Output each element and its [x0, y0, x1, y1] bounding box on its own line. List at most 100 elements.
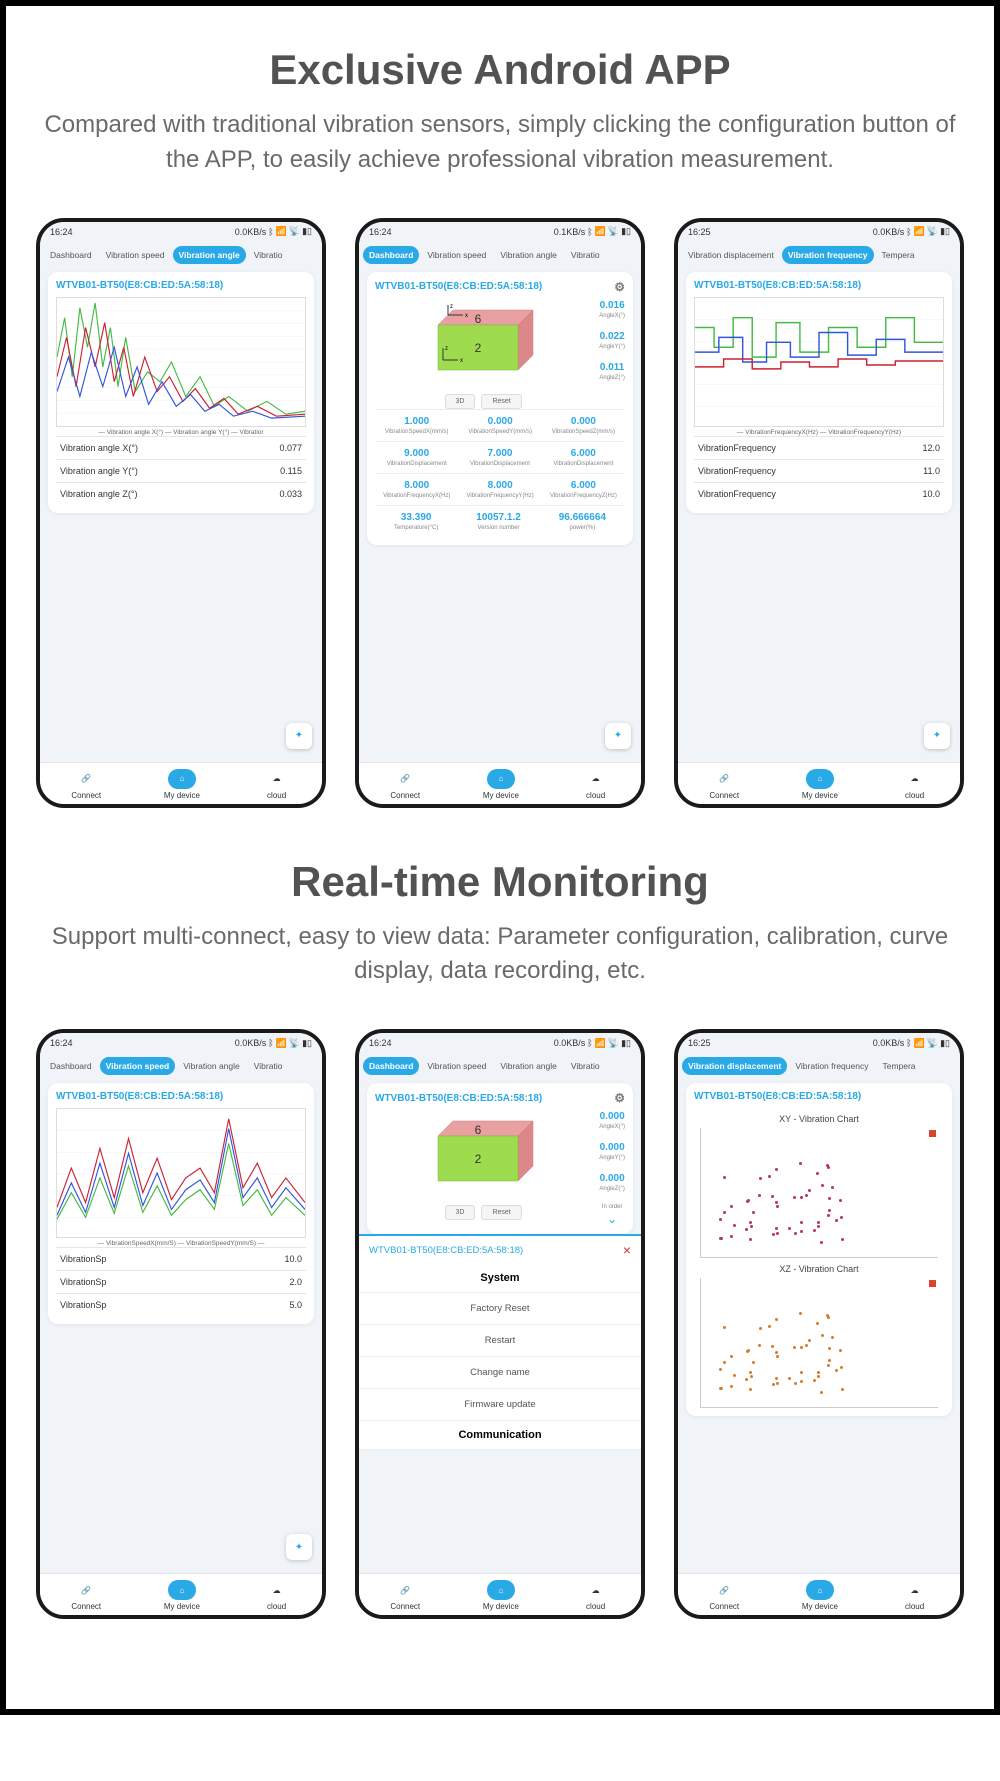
- status-net: 0.0KB/s: [554, 1038, 586, 1048]
- gear-icon[interactable]: ⚙: [614, 1091, 625, 1105]
- nav-device[interactable]: ⌂My device: [483, 1580, 519, 1611]
- cloud-icon: ☁: [901, 769, 929, 789]
- nav-cloud[interactable]: ☁cloud: [263, 769, 291, 800]
- tab-angle[interactable]: Vibration angle: [494, 1057, 563, 1075]
- nav-device[interactable]: ⌂My device: [164, 1580, 200, 1611]
- nav-connect[interactable]: 🔗Connect: [390, 1580, 420, 1611]
- scatter-title: XZ - Vibration Chart: [700, 1264, 938, 1274]
- bottom-nav: 🔗Connect ⌂My device ☁cloud: [40, 1573, 322, 1615]
- device-name: WTVB01-BT50(E8:CB:ED:5A:58:18): [56, 280, 306, 291]
- float-button[interactable]: ✦: [605, 723, 631, 749]
- gear-icon[interactable]: ⚙: [614, 280, 625, 294]
- nav-connect[interactable]: 🔗Connect: [709, 1580, 739, 1611]
- link-icon: 🔗: [710, 769, 738, 789]
- float-button[interactable]: ✦: [286, 1534, 312, 1560]
- tab-disp[interactable]: Vibration displacement: [682, 246, 780, 264]
- nav-connect[interactable]: 🔗Connect: [390, 769, 420, 800]
- status-bar: 16:24 0.0KB/sᛒ📶📡▮▯: [40, 1033, 322, 1053]
- tabs: Dashboard Vibration speed Vibration angl…: [40, 242, 322, 268]
- cloud-icon: ☁: [263, 1580, 291, 1600]
- float-button[interactable]: ✦: [286, 723, 312, 749]
- nav-cloud[interactable]: ☁cloud: [901, 1580, 929, 1611]
- status-bar: 16:25 0.0KB/sᛒ📶📡▮▯: [678, 1033, 960, 1053]
- nav-device[interactable]: ⌂My device: [802, 1580, 838, 1611]
- nav-cloud[interactable]: ☁cloud: [263, 1580, 291, 1611]
- nav-cloud[interactable]: ☁cloud: [901, 769, 929, 800]
- data-table: VibrationFrequency12.0 VibrationFrequenc…: [694, 436, 944, 505]
- phone-row-2: 16:24 0.0KB/sᛒ📶📡▮▯ Dashboard Vibration s…: [36, 1029, 964, 1619]
- status-bar: 16:24 0.0KB/sᛒ📶📡▮▯: [40, 222, 322, 242]
- chevron-down-icon[interactable]: ⌄: [607, 1212, 617, 1226]
- tab-dashboard[interactable]: Dashboard: [363, 1057, 419, 1075]
- status-net: 0.1KB/s: [554, 227, 586, 237]
- bt-icon: ᛒ: [268, 227, 273, 237]
- data-table: Vibration angle X(°)0.077 Vibration angl…: [56, 436, 306, 505]
- section2-subtitle: Support multi-connect, easy to view data…: [36, 920, 964, 990]
- chart-card: WTVB01-BT50(E8:CB:ED:5A:58:18) — Vibrati…: [48, 1083, 314, 1324]
- tab-extra[interactable]: Vibratio: [248, 246, 289, 264]
- home-icon: ⌂: [487, 1580, 515, 1600]
- device-name: WTVB01-BT50(E8:CB:ED:5A:58:18): [56, 1091, 306, 1102]
- signal-icon: 📶: [914, 226, 925, 237]
- link-icon: 🔗: [391, 769, 419, 789]
- tabs: Vibration displacement Vibration frequen…: [678, 1053, 960, 1079]
- tab-extra[interactable]: Vibratio: [565, 1057, 606, 1075]
- signal-icon: 📶: [276, 1038, 287, 1049]
- status-net: 0.0KB/s: [873, 1038, 905, 1048]
- nav-device[interactable]: ⌂My device: [483, 769, 519, 800]
- table-row: Vibration angle X(°)0.077: [56, 436, 306, 459]
- cloud-icon: ☁: [582, 1580, 610, 1600]
- close-icon[interactable]: ×: [623, 1242, 631, 1258]
- side-metrics: 0.016AngleX(°) 0.022AngleY(°) 0.011Angle…: [599, 300, 625, 409]
- tab-dashboard[interactable]: Dashboard: [363, 246, 419, 264]
- wifi-icon: 📡: [289, 1038, 300, 1049]
- btn-reset[interactable]: Reset: [481, 1205, 521, 1220]
- btn-3d[interactable]: 3D: [445, 1205, 476, 1220]
- box-controls: 3D Reset: [375, 1205, 591, 1220]
- btn-3d[interactable]: 3D: [445, 394, 476, 409]
- btn-reset[interactable]: Reset: [481, 394, 521, 409]
- tab-extra[interactable]: Vibratio: [248, 1057, 289, 1075]
- chart-card: WTVB01-BT50(E8:CB:ED:5A:58:18) — Vibrati…: [686, 272, 952, 513]
- tab-dashboard[interactable]: Dashboard: [44, 246, 98, 264]
- menu-item[interactable]: Change name: [359, 1357, 641, 1389]
- tab-speed[interactable]: Vibration speed: [100, 1057, 176, 1075]
- nav-device[interactable]: ⌂My device: [802, 769, 838, 800]
- tabs: Dashboard Vibration speed Vibration angl…: [359, 242, 641, 268]
- nav-connect[interactable]: 🔗Connect: [71, 1580, 101, 1611]
- nav-device[interactable]: ⌂My device: [164, 769, 200, 800]
- home-icon: ⌂: [806, 1580, 834, 1600]
- table-row: VibrationSp5.0: [56, 1293, 306, 1316]
- tab-extra[interactable]: Vibratio: [565, 246, 606, 264]
- tab-speed[interactable]: Vibration speed: [421, 1057, 492, 1075]
- chart-legend: — Vibration angle X(°) — Vibration angle…: [56, 429, 306, 436]
- tab-dashboard[interactable]: Dashboard: [44, 1057, 98, 1075]
- menu-title: System: [359, 1264, 641, 1293]
- bottom-nav: 🔗Connect ⌂My device ☁cloud: [40, 762, 322, 804]
- tab-speed[interactable]: Vibration speed: [421, 246, 492, 264]
- tab-angle[interactable]: Vibration angle: [494, 246, 563, 264]
- nav-cloud[interactable]: ☁cloud: [582, 769, 610, 800]
- tab-speed[interactable]: Vibration speed: [100, 246, 171, 264]
- bottom-nav: 🔗Connect ⌂My device ☁cloud: [359, 762, 641, 804]
- tab-angle[interactable]: Vibration angle: [177, 1057, 246, 1075]
- table-row: VibrationSp10.0: [56, 1247, 306, 1270]
- tab-disp[interactable]: Vibration displacement: [682, 1057, 787, 1075]
- bt-icon: ᛒ: [587, 1038, 592, 1048]
- tab-temp[interactable]: Tempera: [876, 1057, 921, 1075]
- nav-connect[interactable]: 🔗Connect: [709, 769, 739, 800]
- menu-item[interactable]: Restart: [359, 1325, 641, 1357]
- tab-freq[interactable]: Vibration frequency: [789, 1057, 874, 1075]
- nav-cloud[interactable]: ☁cloud: [582, 1580, 610, 1611]
- tab-angle[interactable]: Vibration angle: [173, 246, 246, 264]
- bt-icon: ᛒ: [906, 1038, 911, 1048]
- bt-icon: ᛒ: [587, 227, 592, 237]
- tab-temp[interactable]: Tempera: [876, 246, 921, 264]
- float-button[interactable]: ✦: [924, 723, 950, 749]
- nav-connect[interactable]: 🔗Connect: [71, 769, 101, 800]
- menu-item[interactable]: Factory Reset: [359, 1293, 641, 1325]
- menu-item[interactable]: Firmware update: [359, 1389, 641, 1421]
- metric-row: 9.000VibrationDisplacement7.000Vibration…: [375, 441, 625, 473]
- tab-freq[interactable]: Vibration frequency: [782, 246, 874, 264]
- device-name: WTVB01-BT50(E8:CB:ED:5A:58:18)⚙: [375, 1091, 625, 1105]
